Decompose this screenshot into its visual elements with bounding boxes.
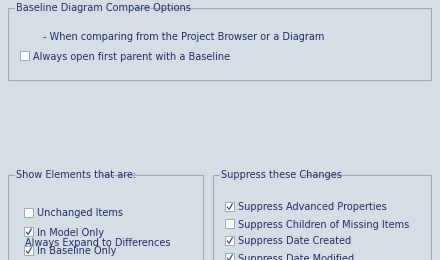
Text: - When comparing from the Project Browser or a Diagram: - When comparing from the Project Browse… <box>43 31 324 42</box>
Text: In Model Only: In Model Only <box>37 228 104 237</box>
Text: Show Elements that are:: Show Elements that are: <box>16 170 136 180</box>
Text: Always Expand to Differences: Always Expand to Differences <box>25 237 170 248</box>
FancyBboxPatch shape <box>8 8 431 80</box>
Text: Always open first parent with a Baseline: Always open first parent with a Baseline <box>33 51 230 62</box>
Text: Unchanged Items: Unchanged Items <box>37 209 123 218</box>
Bar <box>220 172 302 179</box>
Text: Suppress Advanced Properties: Suppress Advanced Properties <box>238 203 387 212</box>
Text: Baseline Diagram Compare Options: Baseline Diagram Compare Options <box>16 3 191 13</box>
Text: Suppress Date Created: Suppress Date Created <box>238 237 351 246</box>
Bar <box>15 172 101 179</box>
FancyBboxPatch shape <box>8 175 203 260</box>
Bar <box>225 202 234 211</box>
Bar <box>225 236 234 245</box>
Bar <box>15 4 133 11</box>
Bar <box>225 219 234 228</box>
Bar <box>24 246 33 255</box>
Bar <box>24 227 33 236</box>
Text: Suppress Children of Missing Items: Suppress Children of Missing Items <box>238 219 409 230</box>
Bar <box>12 238 21 247</box>
FancyBboxPatch shape <box>213 175 431 260</box>
Bar <box>20 51 29 60</box>
Bar <box>24 208 33 217</box>
Text: Suppress these Changes: Suppress these Changes <box>221 170 342 180</box>
Bar <box>225 253 234 260</box>
Text: Suppress Date Modified: Suppress Date Modified <box>238 254 354 260</box>
Text: In Baseline Only: In Baseline Only <box>37 246 116 257</box>
